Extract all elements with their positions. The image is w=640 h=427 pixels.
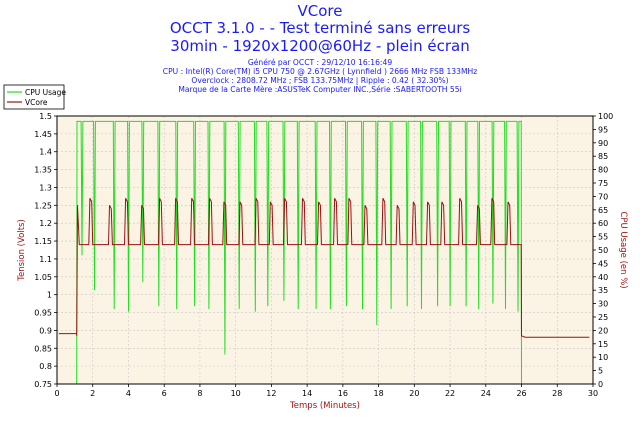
info-motherboard: Marque de la Carte Mère :ASUSTeK Compute… bbox=[178, 85, 462, 94]
y-tick-label: 0.9 bbox=[39, 326, 52, 335]
x-tick-label: 0 bbox=[54, 389, 59, 398]
x-tick-label: 28 bbox=[552, 389, 562, 398]
legend: CPU Usage VCore bbox=[3, 84, 66, 110]
x-tick-label: 6 bbox=[162, 389, 167, 398]
y2-tick-label: 35 bbox=[598, 286, 608, 295]
x-tick-label: 14 bbox=[302, 389, 312, 398]
y-tick-label: 1.05 bbox=[34, 273, 52, 282]
y2-tick-label: 60 bbox=[598, 219, 608, 228]
y-tick-label: 1.5 bbox=[39, 112, 52, 121]
y-tick-label: 0.85 bbox=[34, 344, 52, 353]
y2-tick-label: 75 bbox=[598, 179, 608, 188]
y-tick-label: 0.8 bbox=[39, 362, 52, 371]
y2-tick-label: 45 bbox=[598, 259, 608, 268]
info-generated: Généré par OCCT : 29/12/10 16:16:49 bbox=[247, 58, 393, 67]
series-line-vcore bbox=[58, 197, 590, 338]
y2-tick-label: 25 bbox=[598, 313, 608, 322]
y2-tick-label: 95 bbox=[598, 125, 608, 134]
x-tick-label: 16 bbox=[338, 389, 348, 398]
info-cpu: CPU : Intel(R) Core(TM) i5 CPU 750 @ 2.6… bbox=[162, 67, 478, 76]
legend-label-vcore: VCore bbox=[25, 98, 48, 107]
y-tick-label: 1.1 bbox=[39, 255, 52, 264]
y2-tick-label: 10 bbox=[598, 353, 608, 362]
info-overclock: Overclock : 2808.72 MHz ; FSB 133.75MHz … bbox=[191, 76, 449, 85]
y2-tick-label: 15 bbox=[598, 340, 608, 349]
axis-ticks: 0 2 4 6 8 10 12 14 16 18 20 22 24 26 28 300.750.80.850.… bbox=[34, 112, 613, 398]
y-tick-label: 1.25 bbox=[34, 201, 52, 210]
x-tick-label: 8 bbox=[197, 389, 202, 398]
y2-tick-label: 0 bbox=[598, 380, 603, 389]
y2-tick-label: 100 bbox=[598, 112, 613, 121]
y2-tick-label: 50 bbox=[598, 246, 608, 255]
legend-box bbox=[3, 84, 65, 110]
y2-tick-label: 20 bbox=[598, 326, 608, 335]
series-line-cpu-usage bbox=[74, 120, 522, 385]
y2-tick-label: 90 bbox=[598, 139, 608, 148]
y2-tick-label: 65 bbox=[598, 206, 608, 215]
y-tick-label: 1.35 bbox=[34, 166, 52, 175]
x-tick-label: 24 bbox=[481, 389, 491, 398]
y2-tick-label: 85 bbox=[598, 152, 608, 161]
y-tick-label: 1.15 bbox=[34, 237, 52, 246]
y-tick-label: 0.75 bbox=[34, 380, 52, 389]
x-tick-label: 30 bbox=[588, 389, 598, 398]
y2-tick-label: 55 bbox=[598, 233, 608, 242]
x-tick-label: 10 bbox=[231, 389, 241, 398]
y2-tick-label: 70 bbox=[598, 192, 608, 201]
y2-tick-label: 5 bbox=[598, 367, 603, 376]
x-axis-label: Temps (Minutes) bbox=[289, 401, 360, 411]
plot-area bbox=[57, 116, 593, 384]
y-tick-label: 1.45 bbox=[34, 130, 52, 139]
y2-axis-label: CPU Usage (en %) bbox=[618, 211, 628, 288]
chart-subtitle-test-status: OCCT 3.1.0 - - Test terminé sans erreurs bbox=[169, 19, 471, 37]
x-tick-label: 18 bbox=[374, 389, 384, 398]
chart-series bbox=[58, 120, 590, 385]
y-tick-label: 1 bbox=[47, 291, 52, 300]
y-tick-label: 1.4 bbox=[39, 148, 52, 157]
y2-tick-label: 40 bbox=[598, 273, 608, 282]
y2-tick-label: 30 bbox=[598, 300, 608, 309]
x-tick-label: 12 bbox=[266, 389, 276, 398]
chart-subtitle-resolution: 30min - 1920x1200@60Hz - plein écran bbox=[170, 37, 470, 55]
y2-tick-label: 80 bbox=[598, 166, 608, 175]
x-tick-label: 20 bbox=[409, 389, 419, 398]
chart-title: VCore bbox=[297, 2, 343, 20]
y-tick-label: 1.2 bbox=[39, 219, 52, 228]
legend-label-cpu: CPU Usage bbox=[25, 88, 66, 97]
y-axis-label: Tension (Volts) bbox=[17, 219, 27, 282]
y-tick-label: 0.95 bbox=[34, 309, 52, 318]
y-tick-label: 1.3 bbox=[39, 183, 52, 192]
x-tick-label: 4 bbox=[126, 389, 131, 398]
x-tick-label: 22 bbox=[445, 389, 455, 398]
x-tick-label: 2 bbox=[90, 389, 95, 398]
x-tick-label: 26 bbox=[516, 389, 526, 398]
